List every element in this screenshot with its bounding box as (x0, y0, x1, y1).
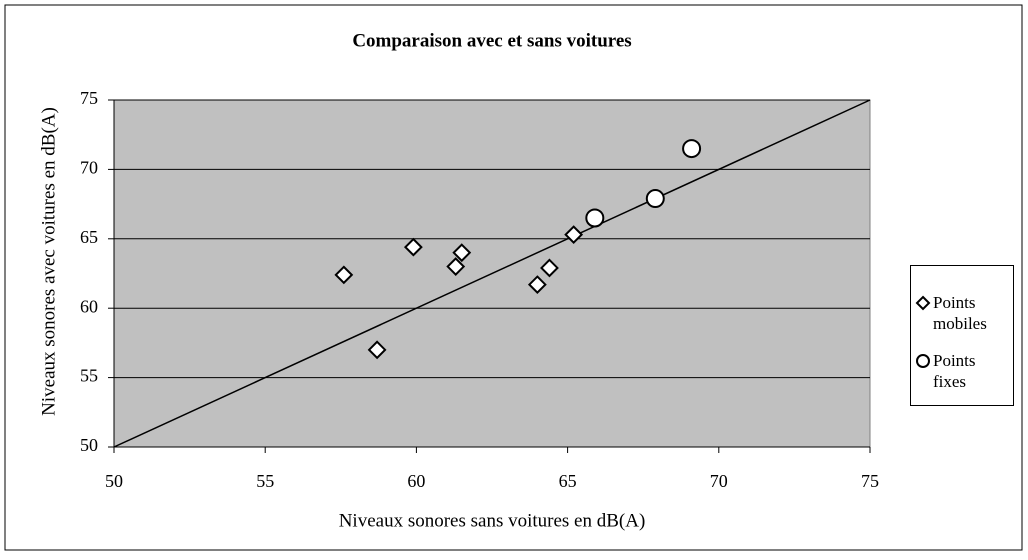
x-tick-label: 50 (105, 471, 123, 491)
legend-label: Points mobiles (933, 293, 987, 333)
diamond-marker (334, 265, 354, 285)
x-tick-label: 65 (559, 471, 577, 491)
diamond-marker (564, 225, 584, 245)
x-tick-label: 55 (256, 471, 274, 491)
legend-icon (916, 354, 930, 368)
legend-label: Points fixes (933, 351, 976, 391)
legend-item: Points mobiles (915, 292, 1011, 334)
circle-marker (645, 189, 665, 209)
diamond-marker (446, 257, 466, 276)
diamond-marker (367, 340, 387, 360)
y-tick-label: 50 (80, 435, 98, 455)
diamond-marker (540, 258, 559, 278)
circle-marker (585, 208, 605, 228)
y-tick-label: 55 (80, 366, 98, 386)
legend-item: Points fixes (915, 350, 1011, 392)
x-tick-label: 70 (710, 471, 728, 491)
y-axis-title: Niveaux sonores avec voitures en dB(A) (38, 107, 60, 416)
circle-marker (682, 139, 702, 159)
x-tick-label: 75 (861, 471, 879, 491)
y-tick-label: 70 (80, 158, 98, 178)
legend: Points mobiles Points fixes (910, 265, 1014, 406)
diamond-marker (452, 243, 472, 263)
legend-marker (916, 354, 930, 368)
x-axis-title: Niveaux sonores sans voitures en dB(A) (339, 510, 646, 531)
chart-title: Comparaison avec et sans voitures (352, 30, 631, 51)
legend-marker (915, 295, 931, 311)
y-tick-label: 65 (80, 227, 98, 247)
y-tick-label: 75 (80, 88, 98, 108)
diamond-marker (403, 237, 423, 257)
legend-icon (915, 295, 931, 311)
x-tick-label: 60 (407, 471, 425, 491)
y-tick-label: 60 (80, 296, 98, 316)
reference-line (113, 99, 871, 448)
diamond-marker (527, 275, 547, 295)
